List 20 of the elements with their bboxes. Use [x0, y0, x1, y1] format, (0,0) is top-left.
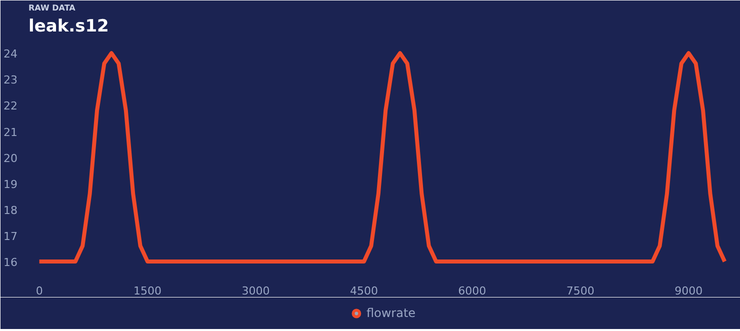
y-tick-label: 20	[4, 152, 18, 165]
y-tick-label: 18	[4, 204, 18, 217]
x-tick-label: 3000	[242, 284, 270, 298]
x-tick-label: 6000	[458, 284, 486, 298]
x-tick-label: 4500	[350, 284, 378, 298]
y-tick-label: 23	[4, 74, 18, 87]
x-tick-label: 9000	[674, 284, 703, 298]
chart-subtitle: RAW DATA	[28, 4, 76, 12]
y-tick-label: 16	[4, 256, 18, 269]
x-tick-label: 7500	[566, 284, 594, 298]
x-tick-label: 1500	[134, 284, 162, 298]
x-tick-label: 0	[36, 284, 43, 298]
y-tick-label: 22	[4, 100, 18, 113]
y-tick-label: 24	[4, 48, 18, 61]
y-tick-label: 19	[4, 178, 18, 191]
line-series	[37, 51, 727, 264]
y-tick-label: 21	[4, 126, 18, 139]
legend-label: flowrate	[366, 306, 416, 320]
y-tick-label: 17	[4, 230, 18, 243]
chart-title: leak.s12	[28, 16, 109, 36]
